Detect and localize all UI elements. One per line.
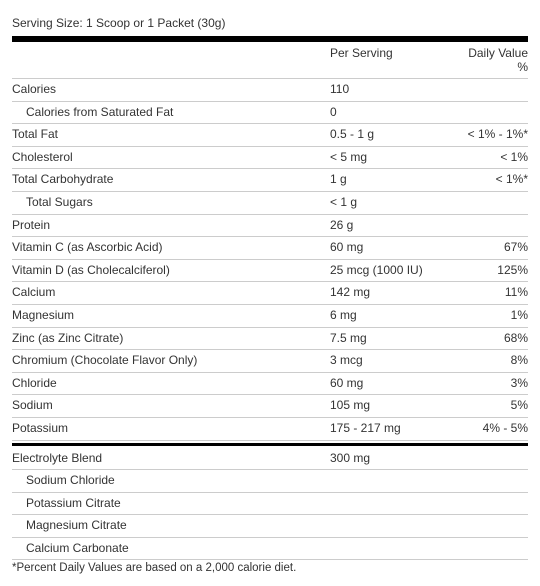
daily-value: [448, 105, 528, 121]
header-dv-line1: Daily Value: [448, 46, 528, 60]
nutrient-name: Calories from Saturated Fat: [12, 105, 330, 121]
blend-name: Electrolyte Blend: [12, 451, 330, 467]
daily-value: [448, 218, 528, 234]
per-serving-value: 3 mcg: [330, 353, 448, 369]
daily-value: < 1%: [448, 150, 528, 166]
blend-item-name: Potassium Citrate: [12, 496, 330, 512]
blend-item-serving: [330, 518, 448, 534]
blend-item-row: Potassium Citrate: [12, 493, 528, 516]
nutrient-name: Calories: [12, 82, 330, 98]
table-row: Total Carbohydrate1 g< 1%*: [12, 169, 528, 192]
table-row: Calories from Saturated Fat0: [12, 102, 528, 125]
table-row: Sodium105 mg5%: [12, 395, 528, 418]
blend-item-name: Magnesium Citrate: [12, 518, 330, 534]
table-row: Calcium142 mg11%: [12, 282, 528, 305]
per-serving-value: 60 mg: [330, 376, 448, 392]
per-serving-value: < 1 g: [330, 195, 448, 211]
table-row: Cholesterol< 5 mg< 1%: [12, 147, 528, 170]
per-serving-value: 142 mg: [330, 285, 448, 301]
table-row: Total Sugars< 1 g: [12, 192, 528, 215]
table-row: Vitamin D (as Cholecalciferol)25 mcg (10…: [12, 260, 528, 283]
blend-item-serving: [330, 496, 448, 512]
daily-value: 125%: [448, 263, 528, 279]
per-serving-value: 26 g: [330, 218, 448, 234]
blend-item-name: Sodium Chloride: [12, 473, 330, 489]
blend-item-dv: [448, 518, 528, 534]
blend-item-serving: [330, 473, 448, 489]
daily-value: 4% - 5%: [448, 421, 528, 437]
per-serving-value: 1 g: [330, 172, 448, 188]
per-serving-value: 6 mg: [330, 308, 448, 324]
table-row: Zinc (as Zinc Citrate)7.5 mg68%: [12, 328, 528, 351]
nutrient-name: Cholesterol: [12, 150, 330, 166]
per-serving-value: 0.5 - 1 g: [330, 127, 448, 143]
nutrient-name: Zinc (as Zinc Citrate): [12, 331, 330, 347]
serving-size: Serving Size: 1 Scoop or 1 Packet (30g): [12, 12, 528, 34]
nutrient-name: Vitamin D (as Cholecalciferol): [12, 263, 330, 279]
blend-item-dv: [448, 541, 528, 557]
nutrient-name: Total Fat: [12, 127, 330, 143]
daily-value: < 1%*: [448, 172, 528, 188]
per-serving-value: 110: [330, 82, 448, 98]
daily-value: [448, 82, 528, 98]
nutrient-name: Protein: [12, 218, 330, 234]
per-serving-value: 60 mg: [330, 240, 448, 256]
daily-value: < 1% - 1%*: [448, 127, 528, 143]
daily-value: 3%: [448, 376, 528, 392]
table-row: Magnesium6 mg1%: [12, 305, 528, 328]
header-per-serving: Per Serving: [330, 46, 448, 74]
table-row: Chloride60 mg3%: [12, 373, 528, 396]
daily-value: 8%: [448, 353, 528, 369]
per-serving-value: 175 - 217 mg: [330, 421, 448, 437]
daily-value: 67%: [448, 240, 528, 256]
per-serving-value: < 5 mg: [330, 150, 448, 166]
blend-item-serving: [330, 541, 448, 557]
blend-item-row: Sodium Chloride: [12, 470, 528, 493]
blend-item-row: Calcium Carbonate: [12, 538, 528, 561]
daily-value: 5%: [448, 398, 528, 414]
blend-item-name: Calcium Carbonate: [12, 541, 330, 557]
table-row: Total Fat0.5 - 1 g< 1% - 1%*: [12, 124, 528, 147]
header-daily-value: Daily Value %: [448, 46, 528, 74]
per-serving-value: 105 mg: [330, 398, 448, 414]
nutrient-name: Chloride: [12, 376, 330, 392]
nutrient-name: Sodium: [12, 398, 330, 414]
nutrient-name: Total Sugars: [12, 195, 330, 211]
table-row: Chromium (Chocolate Flavor Only)3 mcg8%: [12, 350, 528, 373]
daily-value: [448, 195, 528, 211]
nutrient-name: Calcium: [12, 285, 330, 301]
per-serving-value: 25 mcg (1000 IU): [330, 263, 448, 279]
nutrient-name: Magnesium: [12, 308, 330, 324]
per-serving-value: 0: [330, 105, 448, 121]
nutrient-name: Vitamin C (as Ascorbic Acid): [12, 240, 330, 256]
blend-item-dv: [448, 496, 528, 512]
header-dv-line2: %: [448, 60, 528, 74]
daily-value: 1%: [448, 308, 528, 324]
blend-serving: 300 mg: [330, 451, 448, 467]
footnote: *Percent Daily Values are based on a 2,0…: [12, 560, 528, 574]
header-blank: [12, 46, 330, 74]
blend-item-row: Magnesium Citrate: [12, 515, 528, 538]
table-row: Protein26 g: [12, 215, 528, 238]
daily-value: 68%: [448, 331, 528, 347]
nutrient-name: Chromium (Chocolate Flavor Only): [12, 353, 330, 369]
blend-item-dv: [448, 473, 528, 489]
thick-separator: [12, 443, 528, 446]
per-serving-value: 7.5 mg: [330, 331, 448, 347]
blend-title-row: Electrolyte Blend 300 mg: [12, 448, 528, 471]
table-row: Vitamin C (as Ascorbic Acid)60 mg67%: [12, 237, 528, 260]
table-header: Per Serving Daily Value %: [12, 42, 528, 79]
table-row: Potassium175 - 217 mg4% - 5%: [12, 418, 528, 441]
nutrient-name: Total Carbohydrate: [12, 172, 330, 188]
daily-value: 11%: [448, 285, 528, 301]
blend-dv: [448, 451, 528, 467]
nutrient-name: Potassium: [12, 421, 330, 437]
table-row: Calories110: [12, 79, 528, 102]
